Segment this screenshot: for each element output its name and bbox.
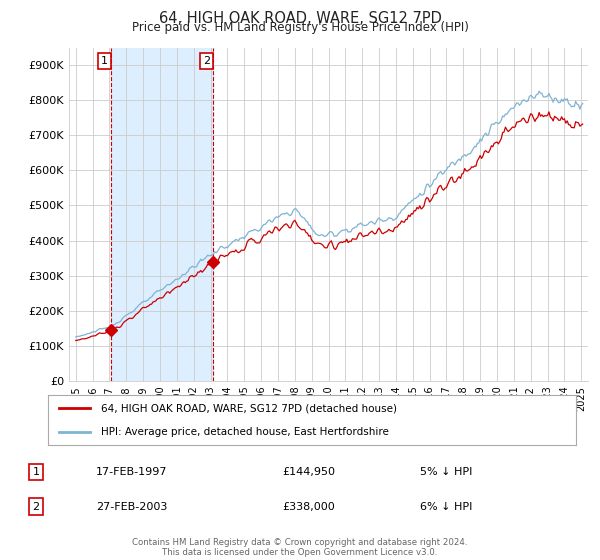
Text: £338,000: £338,000 [282,502,335,512]
Text: 64, HIGH OAK ROAD, WARE, SG12 7PD (detached house): 64, HIGH OAK ROAD, WARE, SG12 7PD (detac… [101,403,397,413]
Text: 2: 2 [203,56,210,66]
Text: 1: 1 [32,467,40,477]
Text: 6% ↓ HPI: 6% ↓ HPI [420,502,472,512]
Bar [112,48,213,381]
Text: 2: 2 [32,502,40,512]
Text: HPI: Average price, detached house, East Hertfordshire: HPI: Average price, detached house, East… [101,427,389,437]
Text: Contains HM Land Registry data © Crown copyright and database right 2024.
This d: Contains HM Land Registry data © Crown c… [132,538,468,557]
Text: 17-FEB-1997: 17-FEB-1997 [96,467,167,477]
Text: 64, HIGH OAK ROAD, WARE, SG12 7PD: 64, HIGH OAK ROAD, WARE, SG12 7PD [158,11,442,26]
Text: £144,950: £144,950 [282,467,335,477]
Text: 27-FEB-2003: 27-FEB-2003 [96,502,167,512]
Text: Price paid vs. HM Land Registry's House Price Index (HPI): Price paid vs. HM Land Registry's House … [131,21,469,34]
Text: 5% ↓ HPI: 5% ↓ HPI [420,467,472,477]
Text: 1: 1 [101,56,108,66]
